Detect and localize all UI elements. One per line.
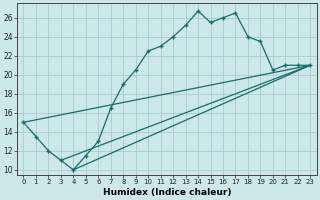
X-axis label: Humidex (Indice chaleur): Humidex (Indice chaleur) (103, 188, 231, 197)
